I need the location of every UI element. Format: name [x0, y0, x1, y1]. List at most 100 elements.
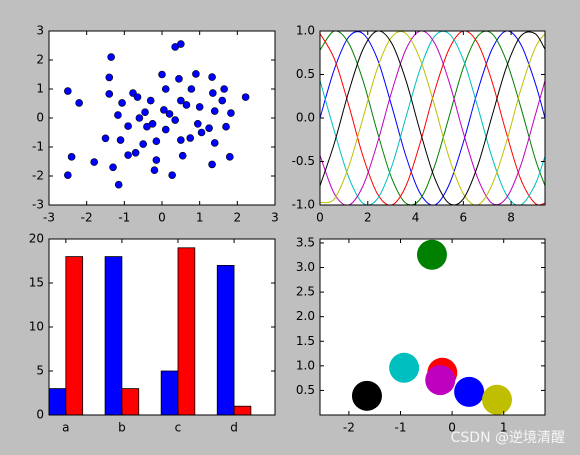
scatter-point: [227, 109, 235, 117]
sine-line: [320, 31, 545, 205]
scatter-point: [133, 93, 142, 101]
y-tick-label: 3.0: [296, 260, 315, 274]
scatter-point: [131, 149, 140, 157]
scatter-point: [210, 107, 219, 115]
scatter-point: [193, 120, 202, 128]
bubble: [351, 380, 382, 411]
y-tick-label: 0.5: [296, 383, 315, 397]
scatter-point: [175, 75, 183, 83]
scatter-point: [158, 70, 166, 79]
scatter-point: [146, 96, 155, 105]
y-tick-label: 1: [36, 82, 44, 96]
y-tick-label: -3: [32, 198, 44, 212]
x-tick-label: 1: [500, 421, 508, 435]
scatter-point: [177, 136, 185, 144]
scatter-point: [241, 93, 250, 101]
bar: [121, 388, 140, 416]
scatter-point: [114, 111, 122, 119]
watermark: CSDN @逆境清醒: [451, 430, 565, 446]
y-tick-label: 20: [29, 232, 44, 246]
scatter-point: [195, 103, 204, 111]
bar: [104, 256, 123, 416]
sine-line: [320, 31, 545, 205]
scatter-point: [208, 160, 216, 169]
scatter-point: [165, 110, 174, 118]
scatter-point: [177, 96, 185, 105]
x-tick-label: 2: [234, 211, 242, 225]
scatter-point: [161, 85, 170, 93]
y-tick-label: 3: [36, 24, 44, 38]
scatter-point: [152, 137, 161, 145]
sine-line: [320, 31, 545, 205]
bar: [177, 247, 196, 416]
y-tick-label: -1.0: [292, 198, 315, 212]
scatter-point: [135, 114, 144, 122]
scatter-point: [64, 87, 72, 95]
scatter-point: [152, 156, 161, 164]
scatter-point: [160, 106, 168, 114]
x-tick-label: a: [62, 421, 69, 435]
scatter-point: [222, 122, 230, 131]
y-tick-label: -2: [32, 169, 44, 183]
scatter-point: [205, 124, 213, 132]
x-tick-label: -3: [43, 211, 55, 225]
y-tick-label: 3.5: [296, 235, 315, 249]
scatter-point: [139, 140, 147, 148]
axes-frame: [319, 238, 546, 416]
sine-line: [320, 31, 545, 205]
bubble: [425, 365, 456, 396]
scatter-point: [114, 180, 123, 189]
scatter-point: [67, 153, 76, 161]
bubble: [416, 239, 447, 270]
scatter-point: [218, 96, 227, 105]
x-tick-label: 4: [412, 211, 420, 225]
x-tick-label: 1: [196, 211, 204, 225]
scatter-point: [105, 90, 114, 98]
y-tick-label: 2: [36, 53, 44, 67]
x-tick-label: 8: [507, 211, 515, 225]
bar: [216, 264, 235, 416]
sine-line: [320, 31, 545, 205]
x-tick-label: d: [230, 421, 238, 435]
scatter-point: [178, 151, 187, 160]
scatter-point: [148, 120, 157, 128]
x-tick-label: 6: [459, 211, 467, 225]
sine-line: [320, 31, 545, 205]
scatter-point: [116, 136, 125, 144]
scatter-point: [210, 139, 219, 147]
x-tick-label: 0: [158, 211, 166, 225]
scatter-point: [105, 73, 114, 82]
scatter-point: [64, 171, 72, 179]
scatter-point: [171, 116, 179, 124]
x-tick-label: c: [175, 421, 182, 435]
x-tick-label: -2: [343, 421, 355, 435]
y-tick-label: 0.5: [296, 67, 315, 81]
bubble: [482, 384, 513, 415]
bubble: [389, 352, 420, 383]
scatter-point: [141, 108, 149, 116]
x-tick-label: -1: [395, 421, 407, 435]
bubble: [454, 376, 485, 407]
y-tick-label: 2.5: [296, 285, 315, 299]
x-tick-label: -2: [81, 211, 93, 225]
scatter-point: [124, 151, 132, 159]
y-tick-label: 1.5: [296, 334, 315, 348]
y-tick-label: 0: [36, 111, 44, 125]
y-tick-label: 10: [29, 320, 44, 334]
scatter-point: [186, 134, 195, 142]
scatter-point: [226, 153, 234, 161]
y-tick-label: 1.0: [296, 24, 315, 38]
scatter-point: [107, 53, 115, 61]
y-tick-label: 15: [29, 276, 44, 290]
scatter-point: [177, 40, 185, 48]
scatter-point: [150, 166, 159, 174]
scatter-point: [75, 99, 83, 107]
scatter-point: [101, 134, 110, 143]
scatter-point: [187, 85, 196, 93]
y-tick-label: 0.0: [296, 111, 315, 125]
y-tick-label: 2.0: [296, 309, 315, 323]
x-tick-label: b: [118, 421, 126, 435]
axes-frame: [48, 30, 276, 206]
scatter-point: [220, 85, 228, 93]
